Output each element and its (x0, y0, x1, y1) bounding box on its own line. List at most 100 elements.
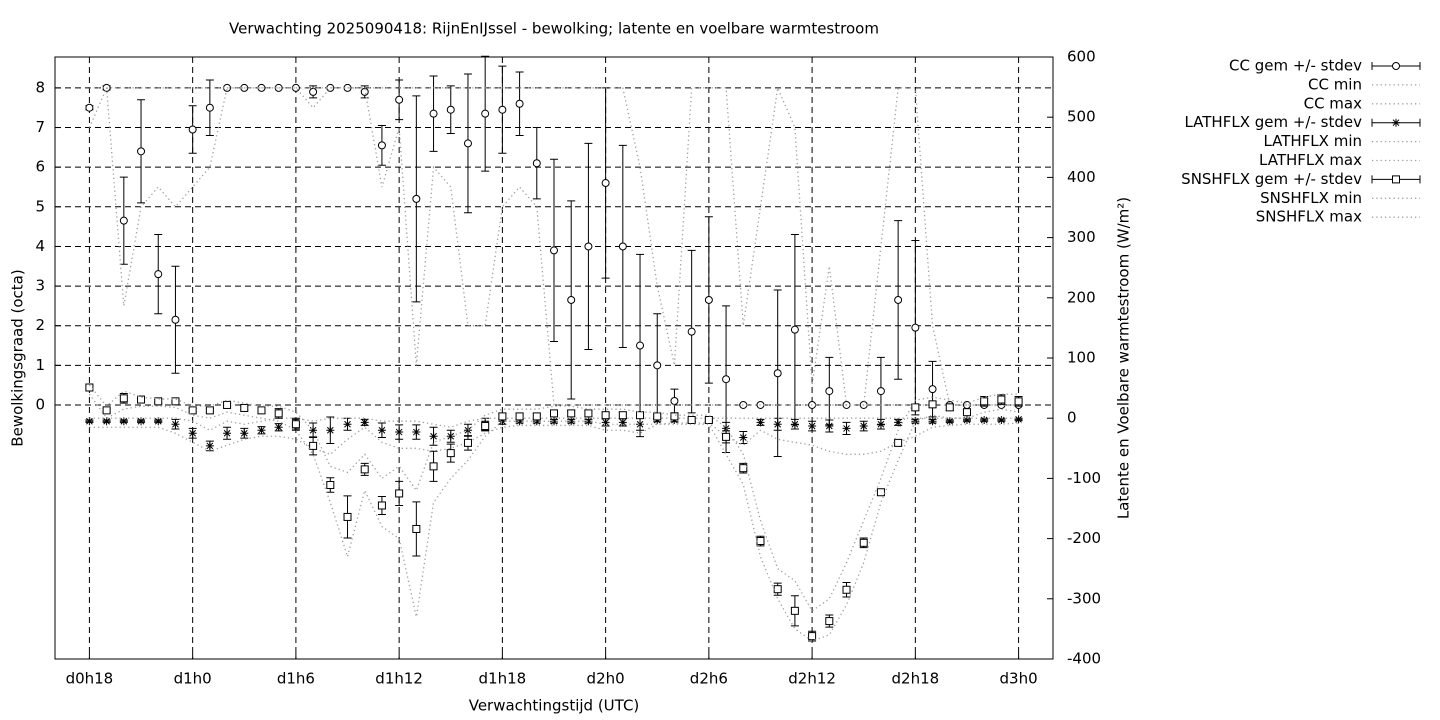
y-tick-label: 4 (35, 237, 45, 255)
marker (154, 270, 163, 279)
marker (739, 464, 748, 473)
y-tick-label: 0 (35, 395, 45, 413)
legend-label: SNSHFLX gem +/- stdev (1181, 170, 1362, 188)
marker (429, 109, 438, 118)
marker (309, 426, 318, 435)
legend-marker (1392, 175, 1400, 184)
marker (257, 426, 266, 435)
marker (980, 397, 989, 406)
marker (636, 341, 645, 350)
marker (309, 87, 318, 96)
marker (446, 105, 455, 114)
y2-tick-label: 500 (1067, 108, 1096, 126)
marker (137, 417, 146, 426)
marker (618, 418, 627, 427)
marker (876, 488, 885, 497)
marker (102, 417, 111, 426)
marker (653, 361, 662, 370)
x-tick-label: d0h18 (66, 670, 114, 688)
marker (498, 105, 507, 114)
y2-tick-label: 600 (1067, 48, 1096, 66)
marker (532, 412, 541, 421)
marker (773, 585, 782, 594)
marker (790, 606, 799, 615)
marker (842, 585, 851, 594)
marker (119, 394, 128, 403)
marker (928, 385, 937, 394)
y-tick-label: 5 (35, 197, 45, 215)
y-tick-label: 2 (35, 316, 45, 334)
marker (102, 406, 111, 415)
legend-label: LATHFLX max (1259, 151, 1362, 169)
marker (291, 420, 300, 429)
marker (85, 383, 94, 392)
marker (377, 501, 386, 510)
marker (928, 400, 937, 409)
marker (257, 406, 266, 415)
marker (911, 417, 920, 426)
legend-label: CC max (1304, 94, 1363, 112)
marker (395, 428, 404, 437)
marker (481, 109, 490, 118)
marker (808, 632, 817, 641)
marker (687, 327, 696, 336)
marker (550, 409, 558, 418)
marker (188, 125, 197, 134)
marker (326, 426, 335, 435)
marker (343, 512, 352, 521)
marker (412, 428, 421, 437)
marker (962, 408, 971, 417)
y2-tick-label: 0 (1067, 409, 1077, 427)
marker (876, 387, 885, 396)
marker (618, 411, 627, 420)
x-axis-label: Verwachtingstijd (UTC) (469, 697, 640, 715)
marker (309, 441, 318, 450)
legend-label: SNSHFLX min (1260, 189, 1362, 207)
marker (704, 416, 713, 425)
chart-title: Verwachting 2025090418: RijnEnIJssel - b… (229, 20, 879, 38)
marker (997, 416, 1006, 425)
x-tick-label: d2h12 (788, 670, 836, 688)
marker (532, 159, 541, 168)
dotted-line (89, 85, 1019, 406)
marker (962, 416, 971, 425)
marker (825, 387, 834, 396)
x-tick-label: d1h18 (479, 670, 527, 688)
x-tick-label: d2h6 (690, 670, 728, 688)
marker (223, 429, 232, 438)
marker (842, 424, 851, 433)
marker (188, 429, 197, 438)
marker (481, 422, 490, 431)
marker (756, 537, 765, 546)
marker (945, 403, 954, 412)
marker (911, 323, 920, 332)
marker (377, 426, 386, 435)
marker (429, 462, 438, 471)
x-tick-label: d2h18 (892, 670, 940, 688)
marker (739, 433, 748, 442)
x-tick-label: d1h6 (277, 670, 315, 688)
marker (171, 315, 180, 324)
marker (463, 139, 472, 148)
legend-label: SNSHFLX max (1256, 208, 1362, 226)
marker (722, 375, 731, 384)
marker (223, 400, 232, 409)
marker (412, 194, 421, 203)
legend-label: CC gem +/- stdev (1229, 57, 1362, 75)
marker (704, 295, 713, 304)
dotted-line (88, 393, 1019, 642)
marker (171, 397, 180, 406)
marker (360, 418, 369, 427)
marker (446, 449, 455, 458)
marker (722, 432, 731, 441)
y-axis-label: Bewolkingsgraad (octa) (9, 269, 27, 446)
marker (171, 420, 180, 429)
marker (498, 417, 507, 426)
marker (446, 432, 455, 441)
y-tick-label: 1 (35, 356, 45, 374)
marker (894, 295, 903, 304)
marker (980, 416, 989, 425)
y-tick-label: 8 (35, 78, 45, 96)
marker (137, 395, 146, 404)
